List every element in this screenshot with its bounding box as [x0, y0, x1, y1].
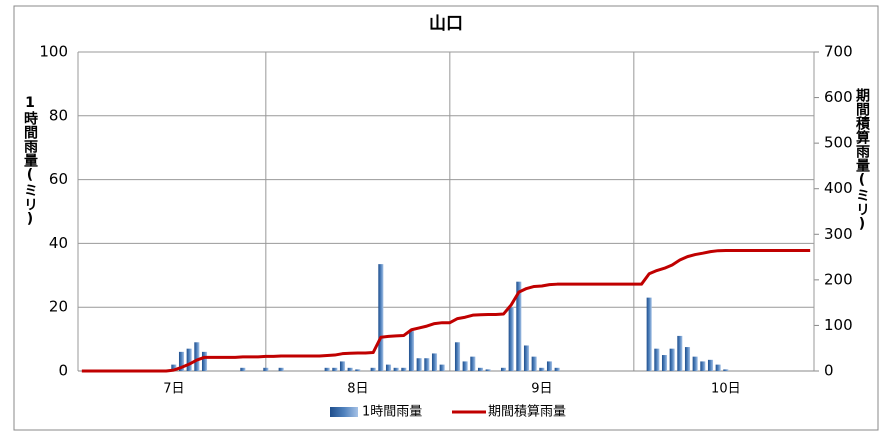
- bar: [470, 356, 476, 371]
- bar: [278, 367, 284, 371]
- bar: [654, 348, 660, 371]
- x-tick-label: 9日: [531, 382, 552, 397]
- bar: [531, 356, 537, 371]
- bar: [186, 348, 192, 371]
- bar: [485, 369, 491, 371]
- y-tick-label: 100: [39, 43, 68, 61]
- bar: [554, 367, 560, 371]
- y-tick-label: 60: [49, 170, 68, 188]
- bar: [516, 281, 522, 371]
- bar: [378, 264, 384, 371]
- chart-title: 山口: [429, 14, 463, 34]
- bar: [539, 367, 545, 371]
- y2-tick-label: 100: [824, 316, 853, 334]
- y2-tick-label: 0: [824, 362, 834, 380]
- bar: [393, 367, 399, 371]
- bar: [408, 331, 415, 371]
- bar: [723, 369, 729, 371]
- bar: [707, 359, 714, 371]
- bar: [692, 356, 698, 371]
- y2-tick-label: 600: [824, 88, 853, 106]
- y-axis-label: 1時間雨量(ミリ): [22, 95, 38, 227]
- bar: [715, 364, 721, 371]
- y-tick-label: 0: [58, 362, 68, 380]
- bar: [646, 297, 652, 371]
- bar: [171, 364, 177, 371]
- y2-tick-label: 400: [824, 179, 853, 197]
- bar: [332, 367, 338, 371]
- bar: [700, 361, 706, 371]
- bar: [416, 358, 422, 371]
- bar: [462, 361, 468, 371]
- bar: [424, 358, 430, 371]
- y2-tick-label: 300: [824, 225, 853, 243]
- y2-tick-label: 700: [824, 43, 853, 61]
- x-tick-label: 10日: [711, 382, 741, 397]
- bar: [324, 367, 330, 371]
- legend-swatch: [330, 407, 358, 417]
- bar: [546, 361, 553, 371]
- bar: [439, 364, 445, 371]
- bar: [347, 367, 353, 371]
- x-tick-label: 8日: [347, 382, 368, 397]
- bar: [500, 367, 507, 371]
- bar: [661, 355, 668, 371]
- y2-axis-label: 期間積算雨量(ミリ): [854, 88, 871, 232]
- bar: [508, 307, 514, 371]
- bar: [431, 353, 438, 371]
- legend-label: 1時間雨量: [362, 405, 422, 420]
- y2-tick-label: 500: [824, 134, 853, 152]
- bar: [194, 342, 200, 371]
- bar: [385, 364, 392, 371]
- bar: [401, 367, 407, 371]
- bar: [240, 367, 246, 371]
- bar: [263, 367, 269, 371]
- bar: [178, 351, 185, 371]
- bar: [677, 335, 683, 371]
- bar: [355, 369, 361, 371]
- bar: [454, 342, 461, 371]
- bar: [684, 347, 691, 371]
- line: [81, 248, 811, 373]
- bar: [669, 348, 675, 371]
- bar: [370, 367, 376, 371]
- legend-label: 期間積算雨量: [488, 405, 566, 420]
- bar: [201, 351, 208, 371]
- y-tick-label: 80: [49, 106, 68, 124]
- bar: [477, 367, 484, 371]
- chart-border: [13, 5, 879, 431]
- y2-tick-label: 200: [824, 270, 853, 288]
- bar: [523, 345, 530, 371]
- bar: [339, 361, 346, 371]
- x-tick-label: 7日: [163, 382, 184, 397]
- y-tick-label: 40: [49, 234, 68, 252]
- y-tick-label: 20: [49, 298, 68, 316]
